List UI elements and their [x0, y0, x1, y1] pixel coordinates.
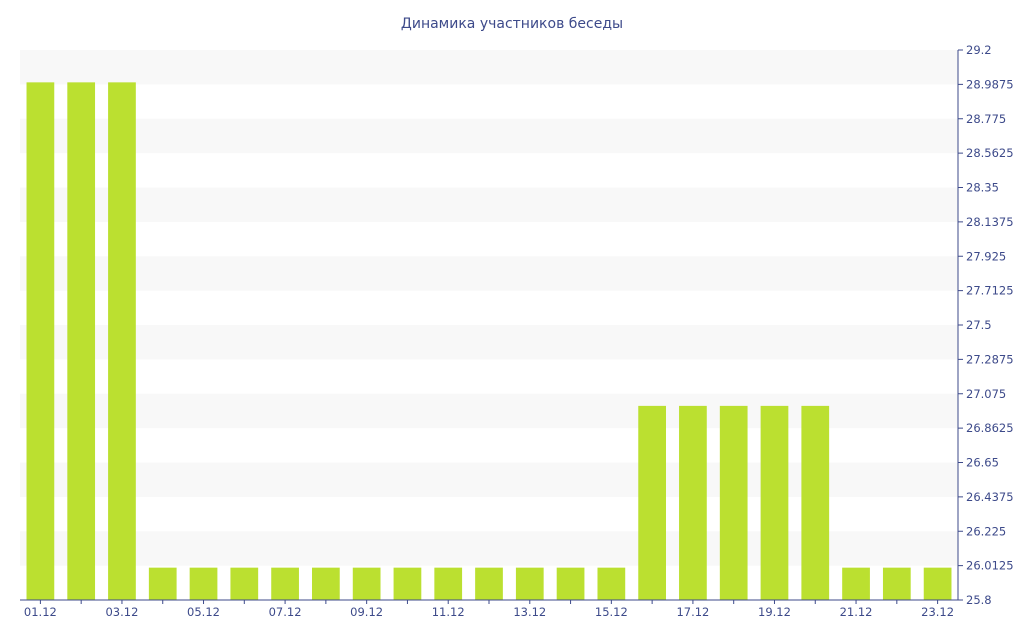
bar-14.12: [556, 567, 585, 600]
grid-band: [20, 50, 958, 85]
grid-band: [20, 256, 958, 291]
y-tick-label: 27.925: [966, 249, 1006, 263]
bar-20.12: [801, 405, 830, 600]
y-tick-label: 27.7125: [966, 284, 1014, 298]
x-tick-label: 23.12: [921, 605, 954, 619]
bar-03.12: [108, 82, 136, 600]
bar-11.12: [434, 567, 463, 600]
y-tick-label: 29.2: [966, 43, 992, 57]
bar-04.12: [148, 567, 177, 600]
y-tick-label: 26.8625: [966, 421, 1014, 435]
bar-02.12: [67, 82, 96, 600]
y-axis: 29.2 28.9875 28.775 28.5625 28.35 28.1375 27.9…: [957, 43, 1014, 607]
y-tick-label: 26.4375: [966, 490, 1014, 504]
grid-band: [20, 325, 958, 360]
x-tick-label: 15.12: [595, 605, 628, 619]
grid-band: [20, 187, 958, 222]
x-tick-label: 09.12: [350, 605, 383, 619]
x-tick-label: 21.12: [840, 605, 873, 619]
x-tick-label: 01.12: [24, 605, 57, 619]
y-tick-label: 25.8: [966, 593, 992, 607]
x-tick-label: 03.12: [105, 605, 138, 619]
bar-16.12: [638, 405, 666, 600]
bar-05.12: [189, 567, 218, 600]
bar-01.12: [26, 82, 55, 600]
grid-band: [20, 118, 958, 154]
x-tick-label: 11.12: [432, 605, 465, 619]
bar-21.12: [842, 567, 870, 600]
bar-13.12: [515, 567, 544, 600]
x-tick-label: 07.12: [269, 605, 302, 619]
y-tick-label: 28.775: [966, 112, 1006, 126]
bar-09.12: [352, 567, 381, 600]
chart-title: Динамика участников беседы: [401, 16, 623, 32]
x-axis: 01.12 03.12 05.12 07.12 09.12 11.12 13.12 15.12…: [20, 599, 958, 619]
y-tick-label: 28.35: [966, 181, 999, 195]
y-tick-label: 26.225: [966, 524, 1006, 538]
bar-17.12: [679, 405, 707, 600]
y-tick-label: 26.65: [966, 456, 999, 470]
bar-10.12: [393, 567, 422, 600]
bar-23.12: [923, 567, 952, 600]
x-tick-label: 05.12: [187, 605, 220, 619]
y-tick-label: 27.5: [966, 318, 992, 332]
bar-08.12: [312, 567, 340, 600]
bar-18.12: [719, 405, 748, 600]
bar-22.12: [882, 567, 911, 600]
y-tick-label: 28.1375: [966, 215, 1014, 229]
bar-06.12: [230, 567, 259, 600]
bars: [26, 82, 952, 600]
bar-07.12: [271, 567, 299, 600]
x-tick-label: 19.12: [758, 605, 791, 619]
bar-19.12: [760, 405, 789, 600]
x-tick-label: 17.12: [676, 605, 709, 619]
y-tick-label: 27.2875: [966, 352, 1014, 366]
bar-15.12: [597, 567, 626, 600]
y-tick-label: 28.5625: [966, 146, 1014, 160]
y-tick-label: 27.075: [966, 387, 1006, 401]
y-tick-label: 28.9875: [966, 77, 1014, 91]
y-tick-label: 26.0125: [966, 559, 1014, 573]
x-tick-label: 13.12: [513, 605, 546, 619]
bar-12.12: [475, 567, 503, 600]
